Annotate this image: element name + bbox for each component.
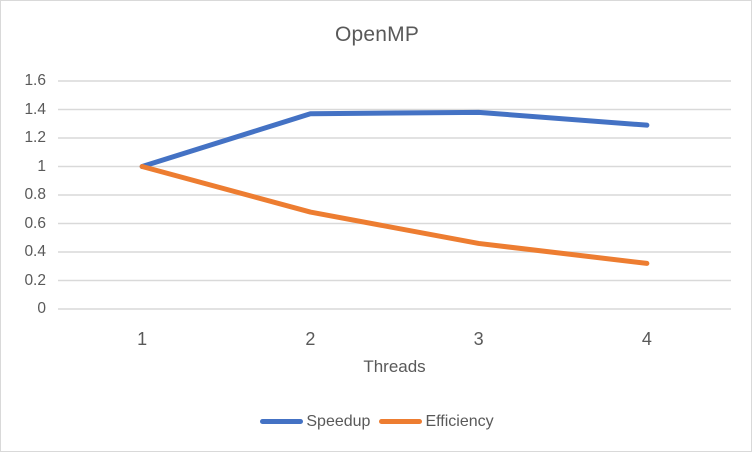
legend-marker-efficiency-icon — [379, 419, 423, 424]
y-tick-label: 1.6 — [24, 72, 46, 89]
y-tick-label: 0 — [37, 300, 46, 317]
series-line-speedup — [139, 109, 650, 169]
x-axis-title: Threads — [363, 357, 426, 376]
series-line-efficiency — [139, 164, 650, 266]
y-tick-label: 1.4 — [24, 100, 46, 118]
y-tick-label: 1.2 — [24, 129, 46, 146]
y-tick-label: 0.6 — [24, 214, 46, 232]
legend-label-speedup: Speedup — [306, 413, 371, 430]
x-tick-label: 1 — [137, 329, 148, 349]
legend-item-speedup: Speedup — [260, 412, 370, 431]
x-tick-label: 3 — [473, 329, 484, 349]
x-tick-label: 4 — [641, 329, 652, 349]
legend-marker-speedup-icon — [260, 419, 304, 424]
legend-item-efficiency: Efficiency — [379, 412, 494, 431]
legend-label-efficiency: Efficiency — [425, 413, 494, 430]
y-tick-label: 0.2 — [24, 271, 46, 289]
legend: Speedup Efficiency — [1, 412, 751, 431]
y-tick-label: 0.8 — [24, 186, 46, 203]
y-tick-label: 1 — [37, 157, 46, 175]
y-tick-label: 0.4 — [24, 243, 46, 260]
x-tick-label: 2 — [305, 329, 316, 349]
chart-title: OpenMP — [334, 23, 420, 46]
